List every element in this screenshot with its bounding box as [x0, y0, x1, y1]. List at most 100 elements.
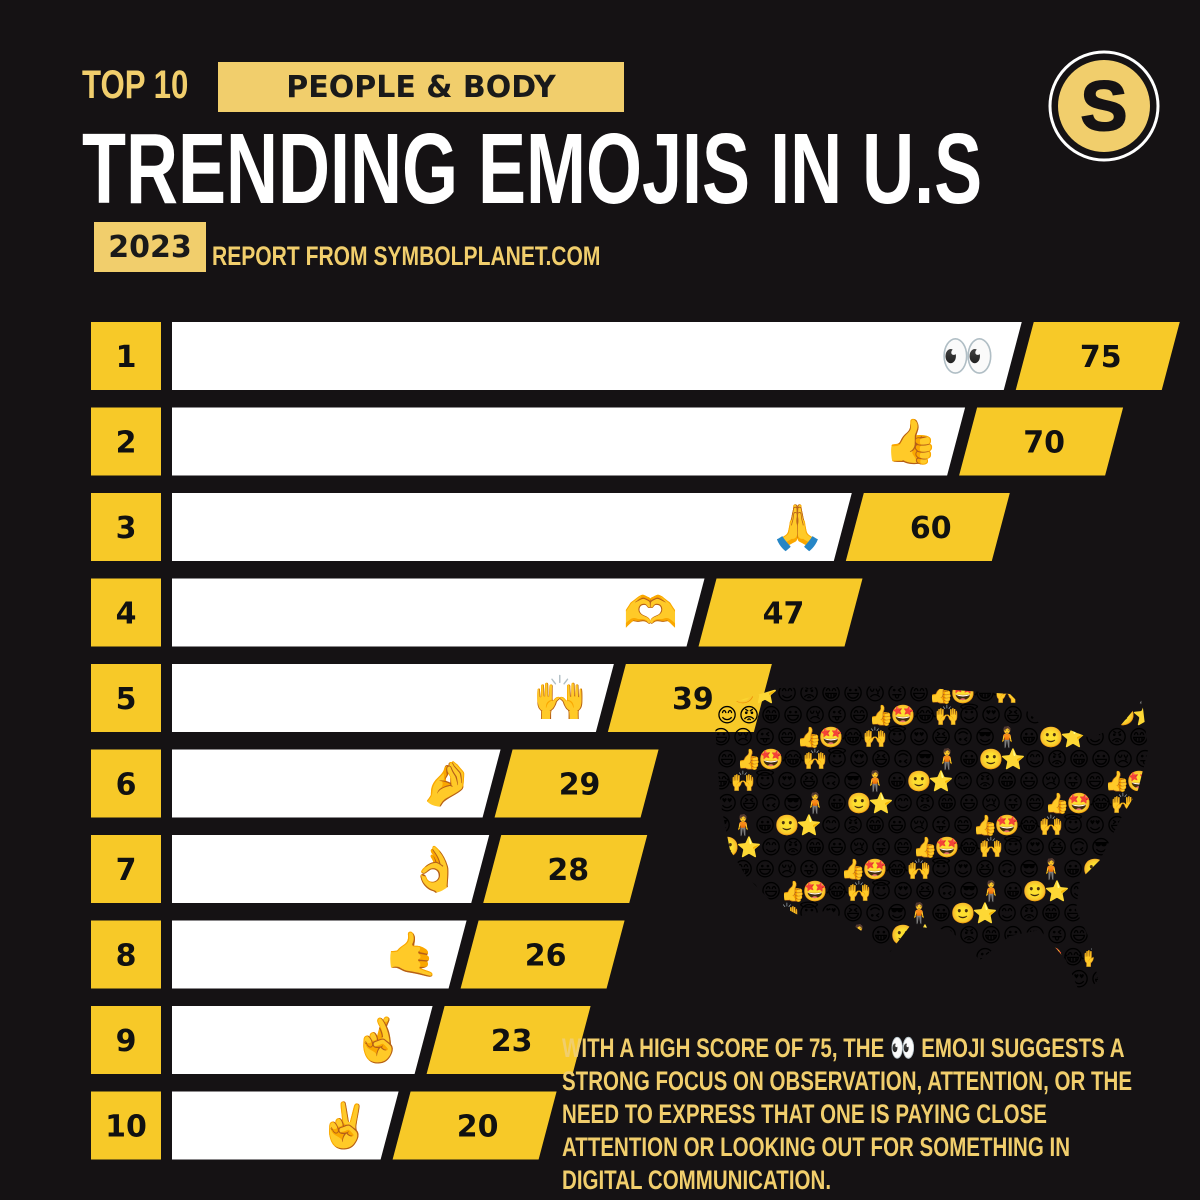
map-emoji: 😃 — [843, 681, 864, 705]
map-emoji: 😍 — [761, 923, 782, 947]
map-emoji: 😀 — [871, 923, 892, 947]
rank-label: 2 — [116, 426, 137, 461]
map-emoji: ⭐ — [797, 813, 822, 837]
map-emoji: 😜 — [887, 681, 908, 705]
map-emoji: 🙃 — [1069, 835, 1090, 859]
map-emoji: 🙌 — [951, 989, 976, 1010]
map-emoji: 😂 — [885, 857, 908, 881]
rank-label: 7 — [116, 853, 137, 888]
map-emoji: 😢 — [733, 725, 754, 749]
map-emoji: 😊 — [761, 835, 782, 859]
map-emoji: 🧍 — [935, 747, 960, 771]
top-10-label: TOP 10 — [82, 63, 189, 107]
map-emoji: 😍 — [981, 703, 1002, 727]
map-emoji: 😜 — [975, 945, 996, 969]
map-emoji: 😇 — [975, 989, 996, 1010]
map-emoji: 🙃 — [953, 725, 974, 749]
map-emoji: 😀 — [887, 769, 908, 793]
map-emoji: 🙌 — [803, 747, 828, 771]
map-emoji: 😎 — [843, 769, 864, 793]
emoji-icon: 🤞 — [351, 1015, 406, 1066]
map-emoji: 😎 — [1091, 835, 1112, 859]
map-emoji: 😍 — [777, 769, 798, 793]
map-emoji: ⭐ — [737, 835, 762, 859]
map-emoji: 🧍 — [863, 769, 888, 793]
map-emoji: 😢 — [981, 791, 1002, 815]
ranking-chart: 1 👀 75 2 👍 70 3 🙏 60 4 🫶 47 5 🙌 39 6 🤌 29 7 👌 28 8 🤙 26 9 🤞 23 10 ✌️… — [91, 322, 1180, 1160]
map-emoji: 😡 — [711, 857, 732, 881]
map-emoji: 👍 — [869, 703, 894, 727]
map-emoji: ⭐ — [913, 923, 938, 947]
bar-white — [172, 920, 467, 989]
map-emoji: ⭐ — [841, 945, 866, 969]
rank-label: 9 — [116, 1024, 137, 1059]
map-emoji: 😡 — [887, 945, 908, 969]
map-emoji: 😡 — [1091, 879, 1112, 903]
map-emoji: 😜 — [799, 857, 820, 881]
map-emoji: 😁 — [865, 813, 886, 837]
map-emoji: 🙌 — [847, 879, 872, 903]
map-emoji: 😁 — [821, 681, 842, 705]
bar-white — [172, 749, 501, 818]
map-emoji: 😍 — [717, 791, 738, 815]
map-emoji: 😁 — [1129, 725, 1150, 749]
map-emoji: 🧍 — [907, 901, 932, 925]
map-emoji: 😇 — [827, 747, 848, 771]
map-emoji: 👍 — [973, 813, 998, 837]
map-emoji: 😄 — [849, 703, 870, 727]
map-emoji: 🙌 — [863, 725, 888, 749]
map-emoji: 😇 — [799, 901, 820, 925]
map-emoji: 🙃 — [893, 747, 914, 771]
year-badge: 2023 — [94, 222, 206, 272]
map-emoji: 🙂 — [907, 769, 932, 793]
map-emoji: 😢 — [1025, 923, 1046, 947]
map-emoji: 🤩 — [819, 725, 844, 749]
map-emoji: 😊 — [893, 791, 914, 815]
map-emoji: 😜 — [843, 989, 864, 1010]
map-emoji: 😀 — [711, 681, 732, 705]
source-label: REPORT FROM SYMBOLPLANET.COM — [212, 241, 601, 271]
rank-label: 8 — [116, 939, 137, 974]
map-emoji: 👍 — [913, 835, 938, 859]
map-emoji: 👍 — [737, 747, 762, 771]
value-label: 28 — [547, 853, 589, 888]
value-label: 47 — [763, 597, 805, 632]
map-emoji: 😂 — [825, 879, 848, 903]
map-emoji: 😡 — [1047, 747, 1068, 771]
map-emoji: 😂 — [1133, 923, 1150, 947]
map-emoji: 😊 — [733, 989, 754, 1010]
map-emoji: 🧍 — [847, 923, 872, 947]
map-emoji: 🤩 — [1039, 945, 1064, 969]
rank-box — [91, 664, 161, 732]
map-emoji: 🙂 — [1023, 879, 1048, 903]
map-emoji: 😀 — [1135, 835, 1150, 859]
rank-label: 6 — [116, 768, 137, 803]
map-emoji: 😄 — [865, 989, 886, 1010]
map-emoji: 😂 — [929, 989, 952, 1010]
map-emoji: 🙂 — [847, 791, 872, 815]
map-emoji: 😀 — [739, 967, 760, 991]
map-emoji: 🧍 — [803, 791, 828, 815]
map-emoji: 🙌 — [731, 769, 756, 793]
map-emoji: 🙌 — [715, 923, 740, 947]
map-emoji: 😊 — [953, 769, 974, 793]
map-emoji: 😄 — [1025, 791, 1046, 815]
map-emoji: 🤩 — [1067, 791, 1092, 815]
map-emoji: 😎 — [1063, 989, 1084, 1010]
bar-value — [1015, 322, 1180, 390]
map-emoji: 🙌 — [907, 857, 932, 881]
map-emoji: 😆 — [799, 769, 820, 793]
map-emoji: 😆 — [843, 901, 864, 925]
map-emoji: 🤩 — [863, 857, 888, 881]
map-emoji: 😃 — [799, 989, 820, 1010]
map-emoji: 😆 — [915, 879, 936, 903]
map-emoji: 🤩 — [979, 967, 1004, 991]
map-emoji: 😍 — [1085, 813, 1106, 837]
map-emoji: 😃 — [1019, 769, 1040, 793]
map-emoji: 😃 — [959, 791, 980, 815]
map-emoji: 😁 — [981, 923, 1002, 947]
map-emoji: 😂 — [957, 835, 980, 859]
emoji-icon: 🤙 — [385, 930, 440, 981]
map-emoji: 😄 — [777, 725, 798, 749]
map-emoji: 😂 — [710, 769, 733, 793]
